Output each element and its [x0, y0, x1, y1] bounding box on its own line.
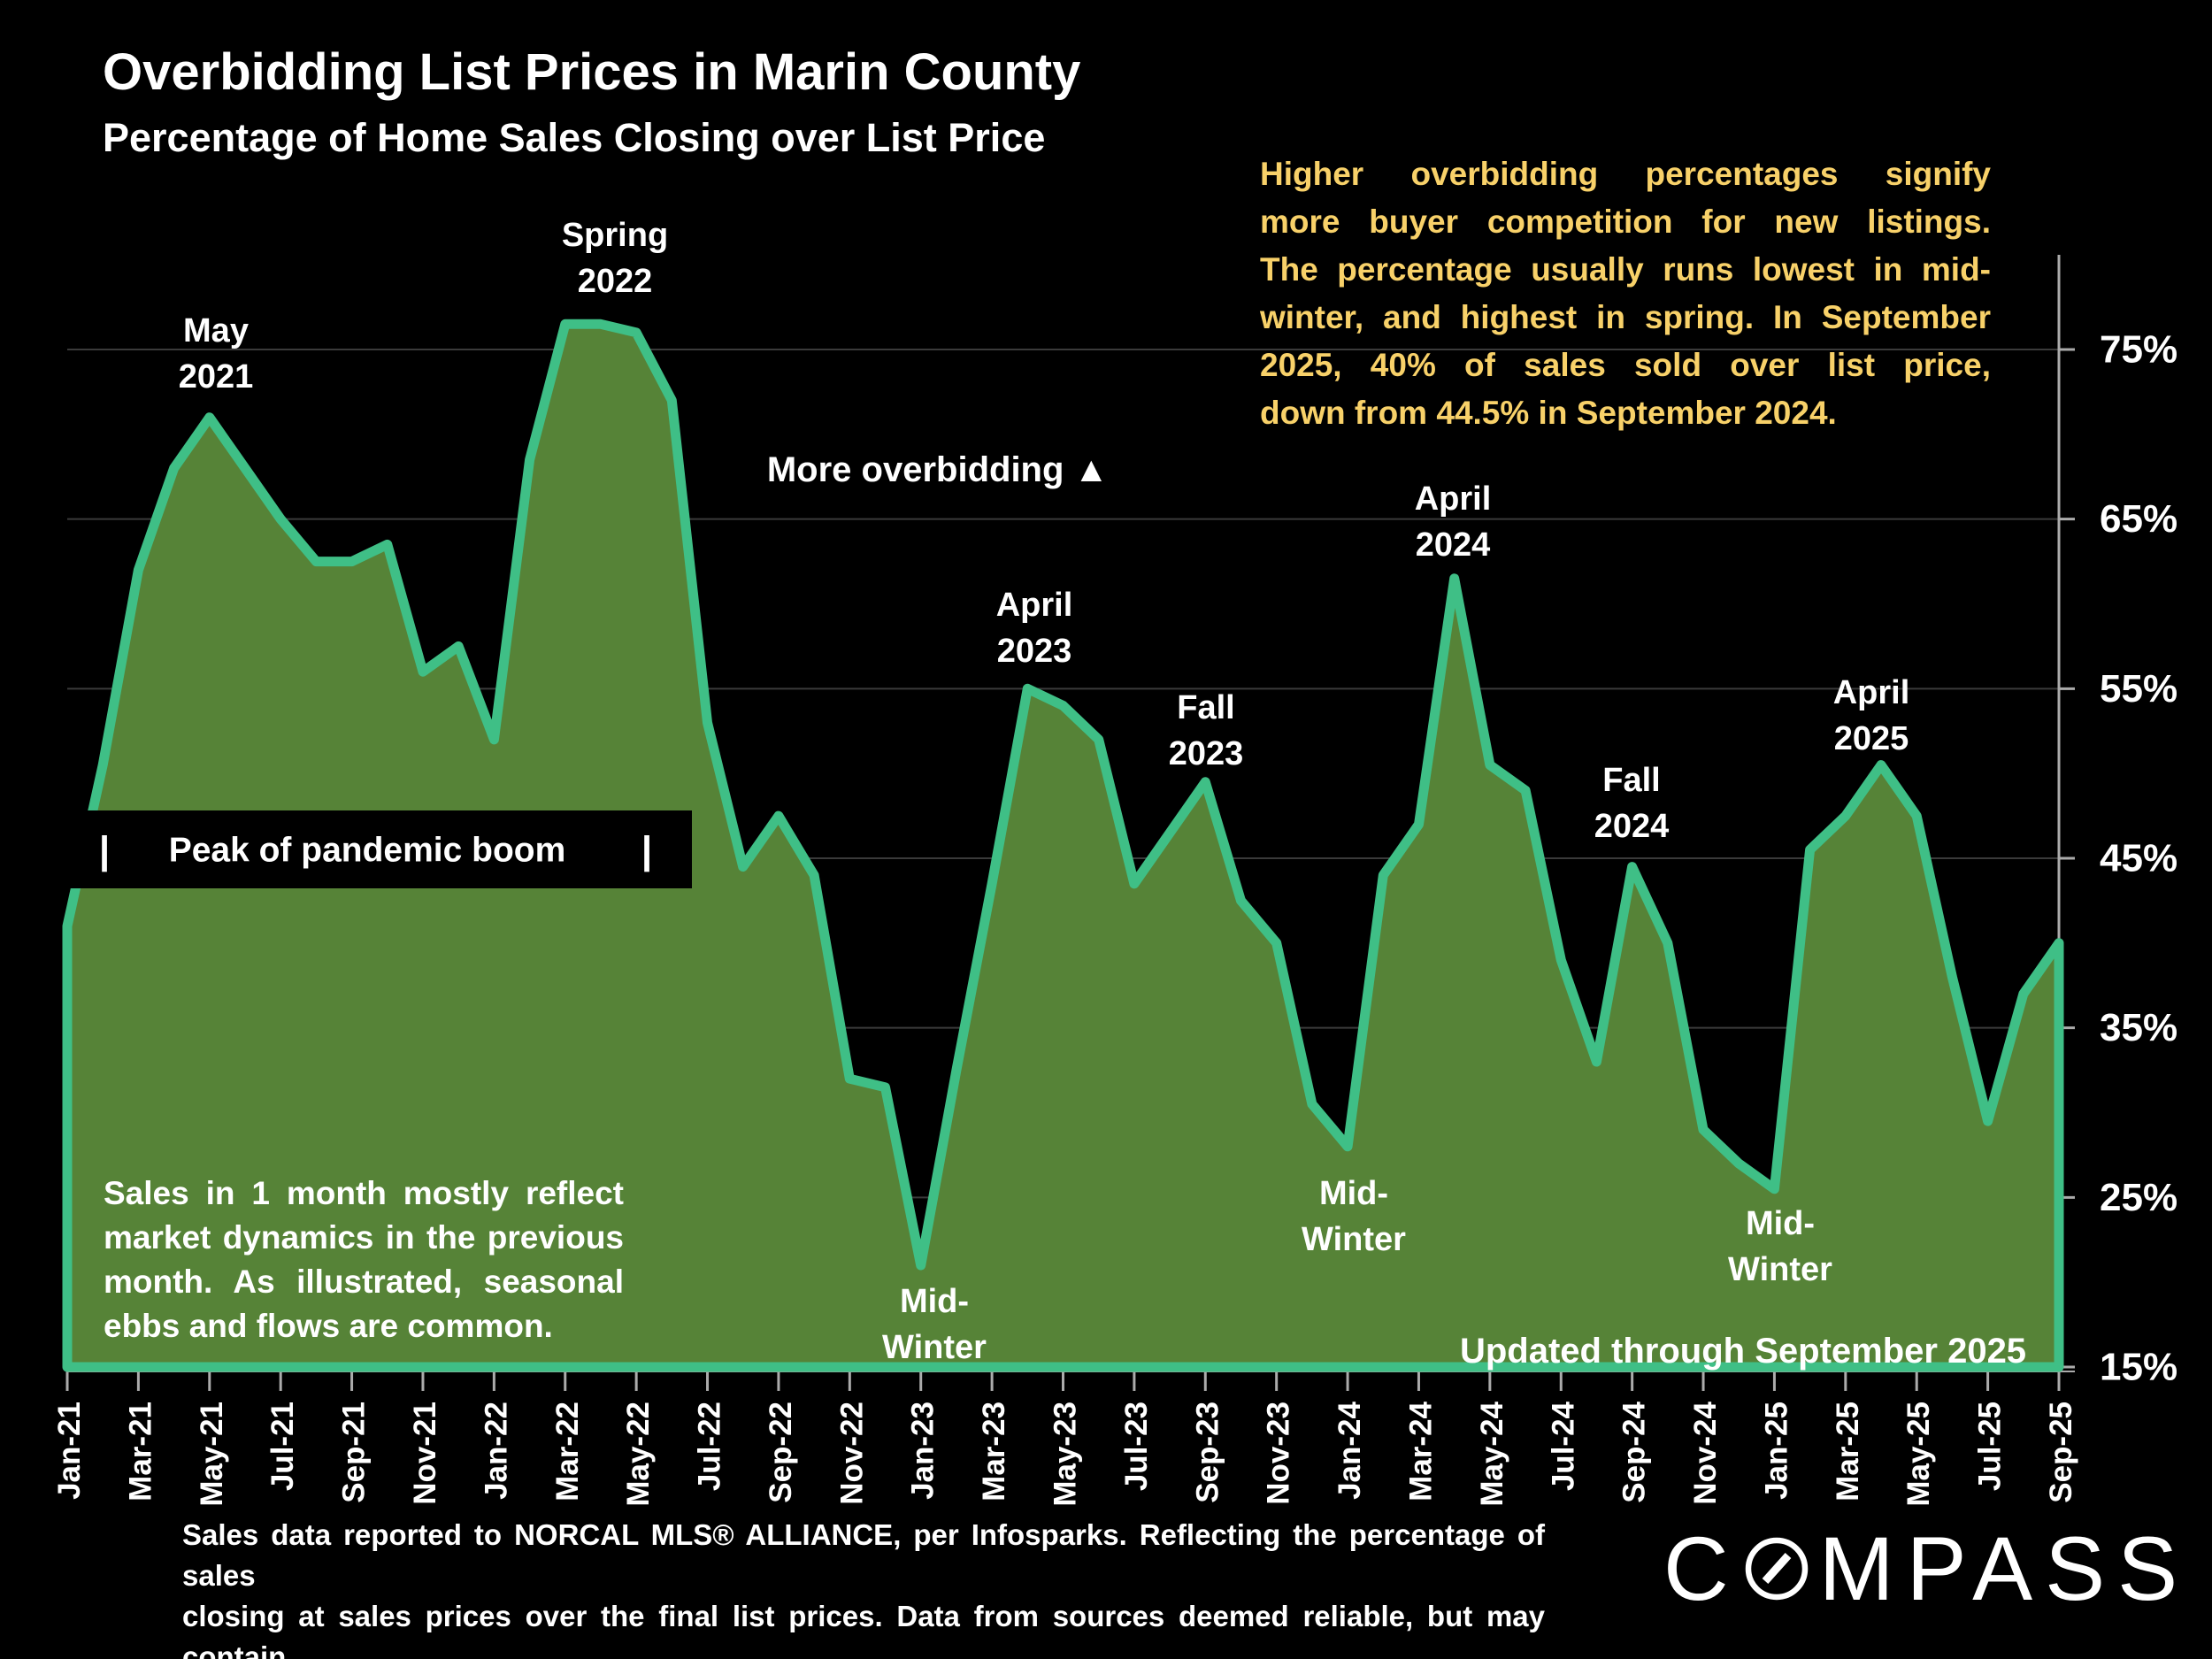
commentary-line: more buyer competition for new listings. [1260, 204, 1991, 240]
compass-o-icon [1745, 1537, 1808, 1601]
label-fall-2023: 2023 [1169, 735, 1244, 772]
label-updated-through: Updated through September 2025 [1460, 1332, 2026, 1371]
x-tick-label: Nov-21 [408, 1402, 442, 1505]
x-tick-label: Nov-24 [1688, 1401, 1723, 1504]
page-title: Overbidding List Prices in Marin County [103, 43, 1081, 101]
disclaimer-line: closing at sales prices over the final l… [182, 1600, 1545, 1659]
x-tick-label: Mar-25 [1831, 1402, 1865, 1502]
commentary-line: winter, and highest in spring. In Septem… [1260, 299, 1991, 335]
y-tick-label: 15% [2100, 1346, 2177, 1389]
label-mid-winter-2025: Winter [1728, 1251, 1832, 1288]
x-tick-label: Jul-23 [1119, 1402, 1154, 1491]
label-mid-winter-2023: Mid- [900, 1283, 969, 1320]
label-mid-winter-2023: Winter [882, 1329, 987, 1366]
peak-band-left-marker: | [99, 829, 110, 873]
x-tick-label: Sep-24 [1617, 1401, 1652, 1502]
x-tick-label: May-25 [1901, 1402, 1936, 1507]
x-tick-label: Sep-21 [337, 1402, 372, 1503]
compass-logo-letter: C [1663, 1518, 1741, 1619]
y-tick-label: 45% [2100, 837, 2177, 880]
label-spring-2022: 2022 [578, 263, 653, 300]
label-may-2021: May [183, 312, 249, 349]
note-line: ebbs and flows are common. [104, 1308, 553, 1344]
label-spring-2022: Spring [562, 217, 668, 254]
peak-band-right-marker: | [641, 829, 652, 873]
label-april-2025: April [1833, 674, 1910, 711]
x-tick-label: Sep-22 [764, 1402, 798, 1503]
peak-band [57, 810, 692, 888]
y-tick-label: 75% [2100, 328, 2177, 372]
x-tick-label: Mar-23 [977, 1402, 1011, 1502]
label-april-2023: April [996, 587, 1073, 624]
seasonality-note: Sales in 1 month mostly reflect market d… [104, 1171, 624, 1348]
y-tick-label: 35% [2100, 1006, 2177, 1049]
commentary-line: 2025, 40% of sales sold over list price, [1260, 347, 1991, 383]
label-april-2024: 2024 [1416, 526, 1491, 564]
x-tick-label: Jul-25 [1973, 1402, 2008, 1491]
x-tick-label: Mar-24 [1403, 1401, 1438, 1501]
x-tick-label: Jan-24 [1333, 1401, 1367, 1499]
x-tick-label: Jan-23 [906, 1402, 941, 1500]
page-subtitle: Percentage of Home Sales Closing over Li… [103, 115, 1046, 160]
label-mid-winter-2025: Mid- [1746, 1205, 1815, 1242]
x-tick-label: May-22 [621, 1402, 656, 1507]
y-tick-label: 55% [2100, 667, 2177, 710]
x-tick-label: Jan-25 [1759, 1402, 1793, 1500]
label-fall-2024: 2024 [1594, 808, 1670, 845]
label-april-2023: 2023 [997, 633, 1072, 670]
compass-logo: C MPASS [1663, 1518, 2191, 1619]
x-tick-label: Sep-23 [1190, 1402, 1225, 1503]
x-tick-label: Jul-24 [1546, 1401, 1580, 1491]
x-tick-label: May-24 [1475, 1401, 1509, 1506]
label-mid-winter-2024: Mid- [1319, 1175, 1388, 1212]
x-tick-label: Jul-21 [265, 1402, 300, 1491]
label-april-2025: 2025 [1834, 720, 1909, 757]
x-tick-label: Jan-22 [479, 1402, 513, 1500]
disclaimer-line: Sales data reported to NORCAL MLS® ALLIA… [182, 1518, 1545, 1592]
x-tick-label: Jul-22 [693, 1402, 727, 1491]
note-line: month. As illustrated, seasonal [104, 1263, 624, 1300]
note-line: Sales in 1 month mostly reflect [104, 1175, 624, 1211]
x-tick-label: May-23 [1048, 1402, 1083, 1507]
label-fall-2023: Fall [1177, 689, 1234, 726]
commentary-block: Higher overbidding percentages signify m… [1260, 150, 1991, 437]
y-tick-label: 25% [2100, 1176, 2177, 1219]
commentary-line: down from 44.5% in September 2024. [1260, 395, 1837, 431]
label-mid-winter-2024: Winter [1302, 1221, 1406, 1258]
note-line: market dynamics in the previous [104, 1219, 624, 1256]
source-disclaimer: Sales data reported to NORCAL MLS® ALLIA… [182, 1515, 1545, 1659]
x-tick-label: Mar-22 [550, 1402, 585, 1502]
commentary-line: The percentage usually runs lowest in mi… [1260, 251, 1991, 288]
compass-logo-letters: MPASS [1818, 1518, 2191, 1619]
x-tick-label: Mar-21 [123, 1402, 157, 1502]
peak-band-label: Peak of pandemic boom [169, 832, 566, 870]
label-may-2021: 2021 [179, 358, 254, 396]
area-series [62, 319, 2064, 1372]
y-tick-label: 65% [2100, 497, 2177, 541]
x-tick-label: Jan-21 [52, 1402, 87, 1500]
label-april-2024: April [1415, 480, 1492, 518]
x-tick-label: May-21 [195, 1402, 229, 1507]
label-more-overbidding: More overbidding ▲ [767, 450, 1109, 489]
commentary-line: Higher overbidding percentages signify [1260, 156, 1991, 192]
label-fall-2024: Fall [1602, 762, 1660, 799]
x-tick-label: Nov-23 [1262, 1402, 1296, 1505]
x-tick-label: Nov-22 [834, 1402, 869, 1505]
x-tick-label: Sep-25 [2044, 1402, 2078, 1503]
